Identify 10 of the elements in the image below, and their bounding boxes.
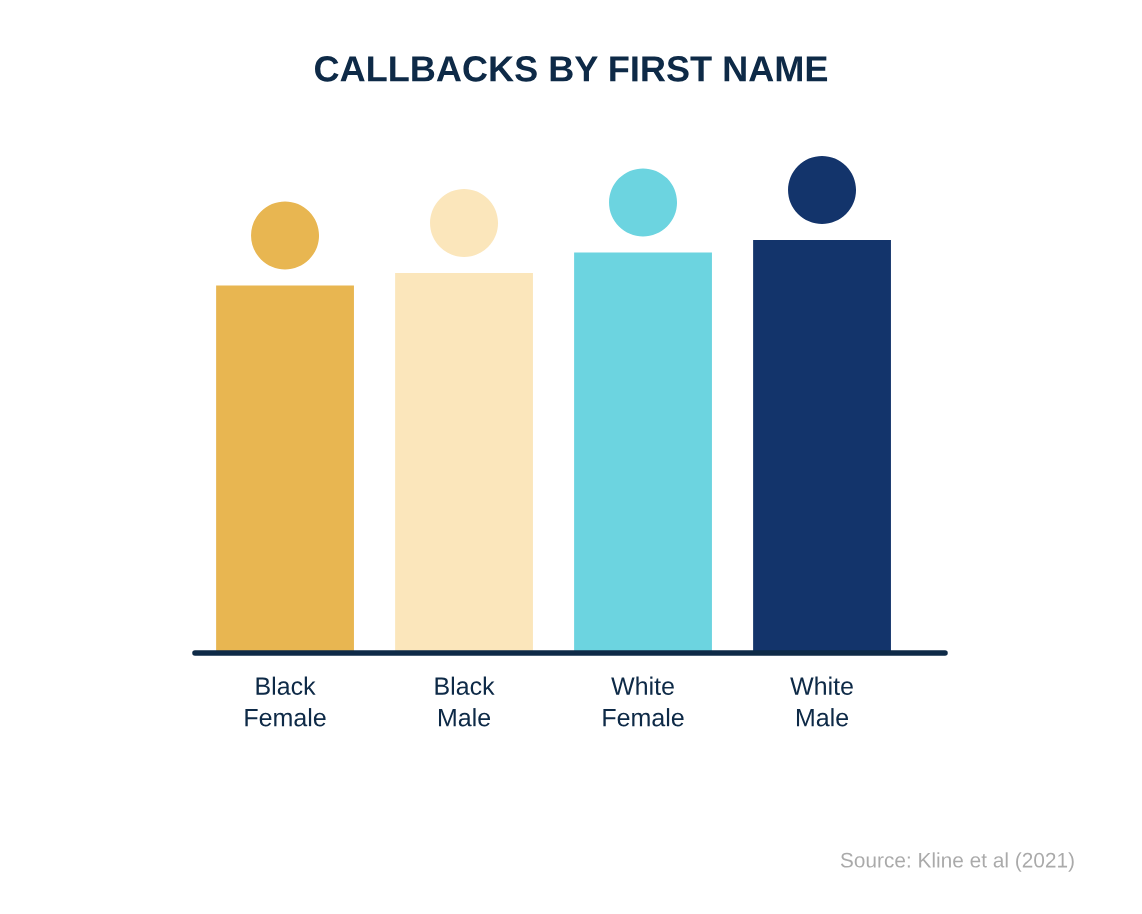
x-tick-label: Black Female <box>245 676 326 727</box>
chart-title: CALLBACKS BY FIRST NAME <box>315 56 828 82</box>
bar <box>753 240 891 653</box>
bar <box>574 252 712 653</box>
source-note: Source: Kline et al (2021) <box>840 852 1074 872</box>
bar <box>395 273 533 653</box>
bar <box>216 285 354 653</box>
x-tick-label: Black Male <box>435 676 495 727</box>
x-tick-label: White Male <box>790 676 853 727</box>
x-tick-label: White Female <box>603 676 684 727</box>
